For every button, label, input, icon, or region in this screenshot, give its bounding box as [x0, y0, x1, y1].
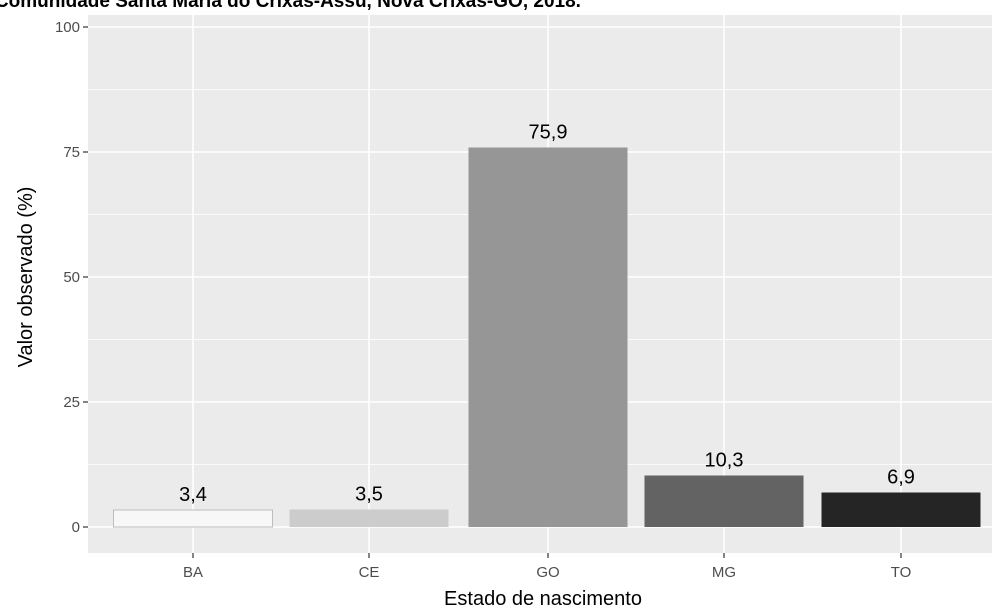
data-label-to: 6,9 — [887, 467, 915, 489]
bar-go — [468, 147, 628, 527]
x-axis: BA CE GO MG TO — [183, 553, 911, 581]
x-tick-label-to: TO — [891, 564, 912, 581]
data-label-mg: 10,3 — [705, 450, 744, 472]
data-label-ce: 3,5 — [355, 484, 383, 506]
y-tick-label: 100 — [55, 19, 80, 36]
x-axis-title: Estado de nascimento — [444, 588, 642, 610]
y-axis-title: Valor observado (%) — [15, 187, 37, 368]
y-tick-label: 50 — [63, 269, 80, 286]
x-tick-label-ce: CE — [359, 564, 380, 581]
bar-to — [821, 492, 981, 527]
chart-title: da na Comunidade Santa Maria do Crixás-A… — [0, 0, 581, 12]
y-tick-label: 0 — [72, 519, 80, 536]
y-tick-label: 75 — [63, 144, 80, 161]
bars — [113, 147, 981, 528]
data-label-ba: 3,4 — [179, 484, 207, 506]
bar-ce — [289, 509, 449, 527]
bar-ba — [113, 509, 273, 528]
bar-mg — [644, 475, 804, 527]
y-tick-label: 25 — [63, 394, 80, 411]
y-axis: 0 25 50 75 100 — [55, 19, 88, 536]
x-tick-label-mg: MG — [712, 564, 736, 581]
data-labels: 3,4 3,5 75,9 10,3 6,9 — [179, 122, 915, 507]
x-tick-label-go: GO — [536, 564, 559, 581]
x-tick-label-ba: BA — [183, 564, 203, 581]
data-label-go: 75,9 — [529, 122, 568, 144]
